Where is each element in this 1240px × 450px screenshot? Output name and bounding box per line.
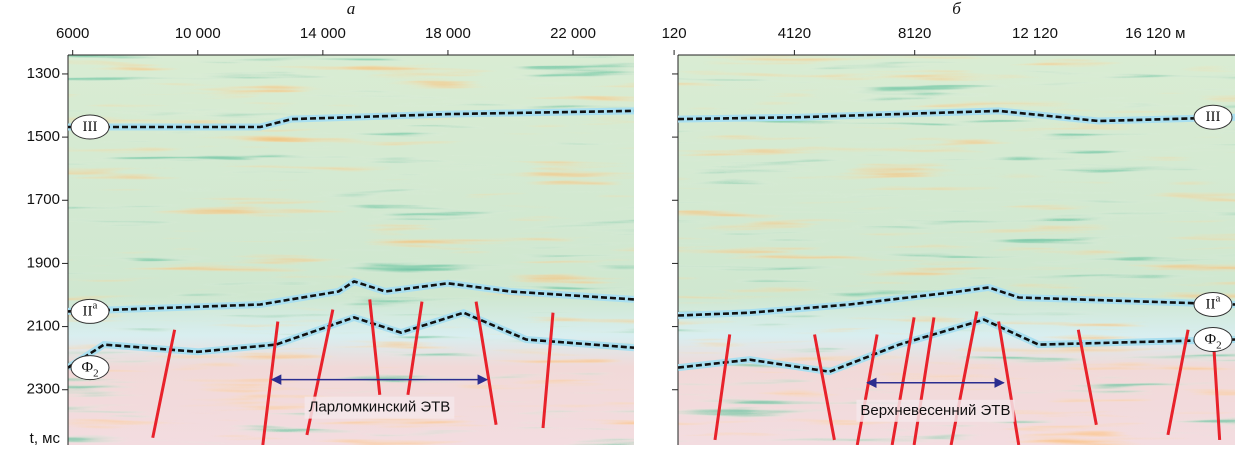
plot-area: Ларломкинский ЭТВ xyxy=(68,107,634,445)
y-tick-label: 2300 xyxy=(27,381,60,398)
fault xyxy=(1076,329,1098,426)
horizon-label-name: II xyxy=(1206,297,1216,313)
horizon xyxy=(678,318,1235,374)
x-tick-label: 22 000 xyxy=(550,25,596,42)
panel: б 120 4120 8120 12 120 16 120 м Верхневесенний… xyxy=(662,0,1235,445)
horizon-label-name: II xyxy=(83,304,93,320)
fault xyxy=(151,329,177,439)
horizon-label-name: III xyxy=(83,119,98,135)
horizon xyxy=(678,109,1235,123)
fault xyxy=(713,334,732,441)
horizon xyxy=(678,286,1235,317)
horizon-label: IIа xyxy=(83,299,98,320)
annotation: Ларломкинский ЭТВ xyxy=(309,399,451,416)
x-tick-label: 12 120 xyxy=(1012,25,1058,42)
panel-title: а xyxy=(347,0,356,18)
x-tick-label: 18 000 xyxy=(425,25,471,42)
fault xyxy=(855,334,879,445)
horizon-label-sup: а xyxy=(1216,292,1221,304)
horizon-label-badge xyxy=(70,298,110,324)
y-tick-label: 2100 xyxy=(27,318,60,335)
x-tick-label: 8120 xyxy=(898,25,931,42)
horizon-label-sup: а xyxy=(93,299,98,311)
x-tick-label: 120 xyxy=(662,25,687,42)
fault xyxy=(541,312,555,429)
horizon xyxy=(68,279,634,313)
horizon-label-name: Ф xyxy=(1204,332,1216,348)
y-tick-label: 1900 xyxy=(27,254,60,271)
horizon-label-badge xyxy=(70,355,110,381)
horizon xyxy=(68,109,634,129)
y-tick-label: 1300 xyxy=(27,65,60,82)
horizon-label-sub: 2 xyxy=(93,367,99,379)
y-tick-label: 1700 xyxy=(27,191,60,208)
x-tick-label: 4120 xyxy=(778,25,811,42)
horizon-label-badge xyxy=(1193,104,1233,130)
horizon-label-sub: 2 xyxy=(1216,339,1222,351)
fault xyxy=(261,321,280,445)
horizon-label: Ф2 xyxy=(81,360,98,379)
plot-area: Верхневесенний ЭТВ xyxy=(678,107,1235,445)
y-tick-label: 1500 xyxy=(27,128,60,145)
horizon-label-badge xyxy=(1193,291,1233,317)
annotation: Верхневесенний ЭТВ xyxy=(860,402,1010,419)
horizon-label-name: III xyxy=(1206,110,1221,126)
y-axis-label: t, мс xyxy=(30,430,61,447)
panel: а 6000 10 000 14 000 18 000 22 000 1300 1500 170… xyxy=(27,0,634,447)
annotation-background xyxy=(304,396,455,419)
x-tick-label: 16 120 м xyxy=(1125,25,1185,42)
x-tick-label: 10 000 xyxy=(175,25,221,42)
annotation-background xyxy=(856,399,1015,422)
horizon-label-badge xyxy=(1193,327,1233,353)
fault xyxy=(1166,329,1190,436)
x-tick-label: 6000 xyxy=(56,25,89,42)
horizon-label: Ф2 xyxy=(1204,332,1221,351)
panel-title: б xyxy=(952,0,961,18)
horizon-label: III xyxy=(83,119,98,135)
horizon-label-badge xyxy=(70,114,110,140)
x-tick-label: 14 000 xyxy=(300,25,346,42)
horizon xyxy=(68,311,634,369)
horizon-label: IIа xyxy=(1206,292,1221,313)
fault xyxy=(474,301,498,426)
horizon-label: III xyxy=(1206,110,1221,126)
fault xyxy=(997,321,1021,445)
fault xyxy=(813,334,836,441)
horizon-label-name: Ф xyxy=(81,360,93,376)
